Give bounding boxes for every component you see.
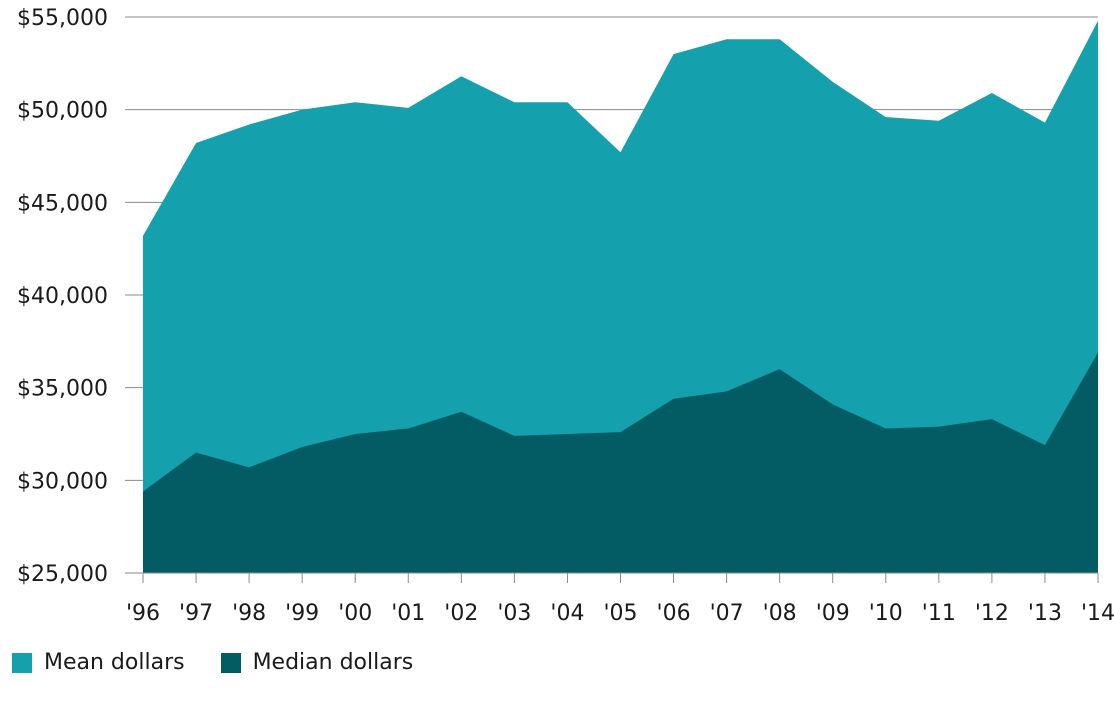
- x-tick-label: '08: [763, 601, 797, 626]
- x-tick-label: '12: [975, 601, 1009, 626]
- x-tick-label: '07: [710, 601, 744, 626]
- legend-item-median: Median dollars: [220, 650, 414, 675]
- x-tick-label: '00: [338, 601, 372, 626]
- x-tick-label: '09: [816, 601, 850, 626]
- y-tick-label: $45,000: [17, 191, 108, 216]
- chart-areas: [143, 20, 1098, 574]
- y-tick-label: $25,000: [17, 562, 108, 587]
- y-tick-label: $50,000: [17, 99, 108, 124]
- y-tick-label: $55,000: [17, 6, 108, 31]
- legend: Mean dollars Median dollars: [12, 650, 413, 675]
- y-tick-label: $35,000: [17, 377, 108, 402]
- x-tick-label: '10: [869, 601, 903, 626]
- x-tick-label: '03: [497, 601, 531, 626]
- x-tick-label: '99: [285, 601, 319, 626]
- area-chart: $25,000 $30,000 $35,000 $40,000 $45,000 $50,0…: [17, 6, 1114, 626]
- legend-label-mean: Mean dollars: [44, 650, 185, 675]
- x-tick-label: '02: [444, 601, 478, 626]
- y-tick-label: $40,000: [17, 284, 108, 309]
- legend-swatch-median: [220, 652, 241, 673]
- x-tick-label: '01: [391, 601, 425, 626]
- legend-label-median: Median dollars: [252, 650, 414, 675]
- legend-item-mean: Mean dollars: [12, 650, 185, 675]
- x-tick-label: '96: [126, 601, 160, 626]
- area-median-dollars: [143, 352, 1098, 573]
- x-tick-label: '05: [603, 601, 637, 626]
- x-tick-label: '13: [1028, 601, 1062, 626]
- y-tick-label: $30,000: [17, 469, 108, 494]
- x-tick-label: '04: [550, 601, 584, 626]
- x-tick-label: '11: [922, 601, 956, 626]
- x-tick-label: '06: [657, 601, 691, 626]
- x-tick-label: '14: [1081, 601, 1114, 626]
- x-axis: '96 '97 '98 '99 '00 '01 '02 '03 '04 '05 '06 '07 '08 '…: [125, 572, 1114, 626]
- x-tick-label: '98: [232, 601, 266, 626]
- legend-swatch-mean: [12, 652, 32, 673]
- x-tick-label: '97: [179, 601, 213, 626]
